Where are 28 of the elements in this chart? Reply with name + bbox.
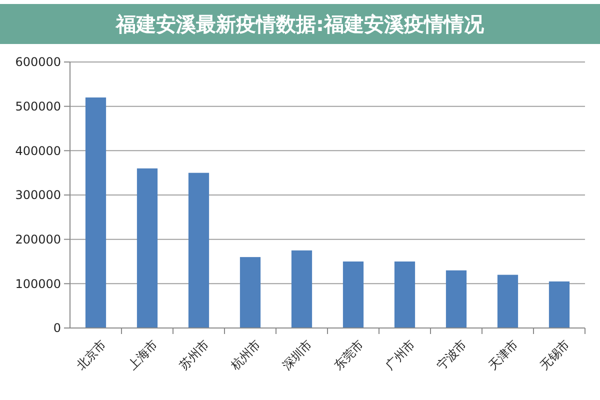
y-tick-label: 600000 bbox=[15, 55, 61, 70]
bar bbox=[394, 262, 416, 328]
chart-title: 福建安溪最新疫情数据:福建安溪疫情情况 bbox=[115, 12, 485, 36]
x-tick-label: 上海市 bbox=[124, 337, 160, 373]
y-tick-label: 300000 bbox=[15, 188, 61, 202]
bar bbox=[342, 262, 364, 328]
y-tick-label: 100000 bbox=[15, 276, 61, 291]
bar bbox=[446, 270, 467, 328]
bar bbox=[291, 250, 312, 328]
bar bbox=[85, 97, 106, 328]
x-tick-label: 无锡市 bbox=[536, 337, 572, 373]
x-tick-label: 宁波市 bbox=[434, 337, 470, 373]
bar bbox=[188, 172, 210, 328]
bar bbox=[240, 257, 261, 328]
x-tick-label: 东莞市 bbox=[330, 337, 366, 373]
y-tick-label: 0 bbox=[53, 321, 61, 336]
x-tick-label: 广州市 bbox=[382, 337, 418, 373]
bar bbox=[497, 274, 518, 328]
x-tick-label: 北京市 bbox=[73, 337, 109, 373]
x-tick-label: 天津市 bbox=[485, 337, 521, 373]
bar bbox=[136, 168, 158, 328]
x-tick-label: 深圳市 bbox=[279, 337, 315, 373]
x-tick-label: 苏州市 bbox=[176, 337, 212, 373]
y-tick-label: 400000 bbox=[15, 144, 61, 158]
y-tick-label: 500000 bbox=[15, 100, 61, 114]
y-tick-label: 200000 bbox=[15, 232, 61, 247]
x-tick-label: 杭州市 bbox=[227, 337, 264, 374]
bar bbox=[548, 281, 570, 328]
